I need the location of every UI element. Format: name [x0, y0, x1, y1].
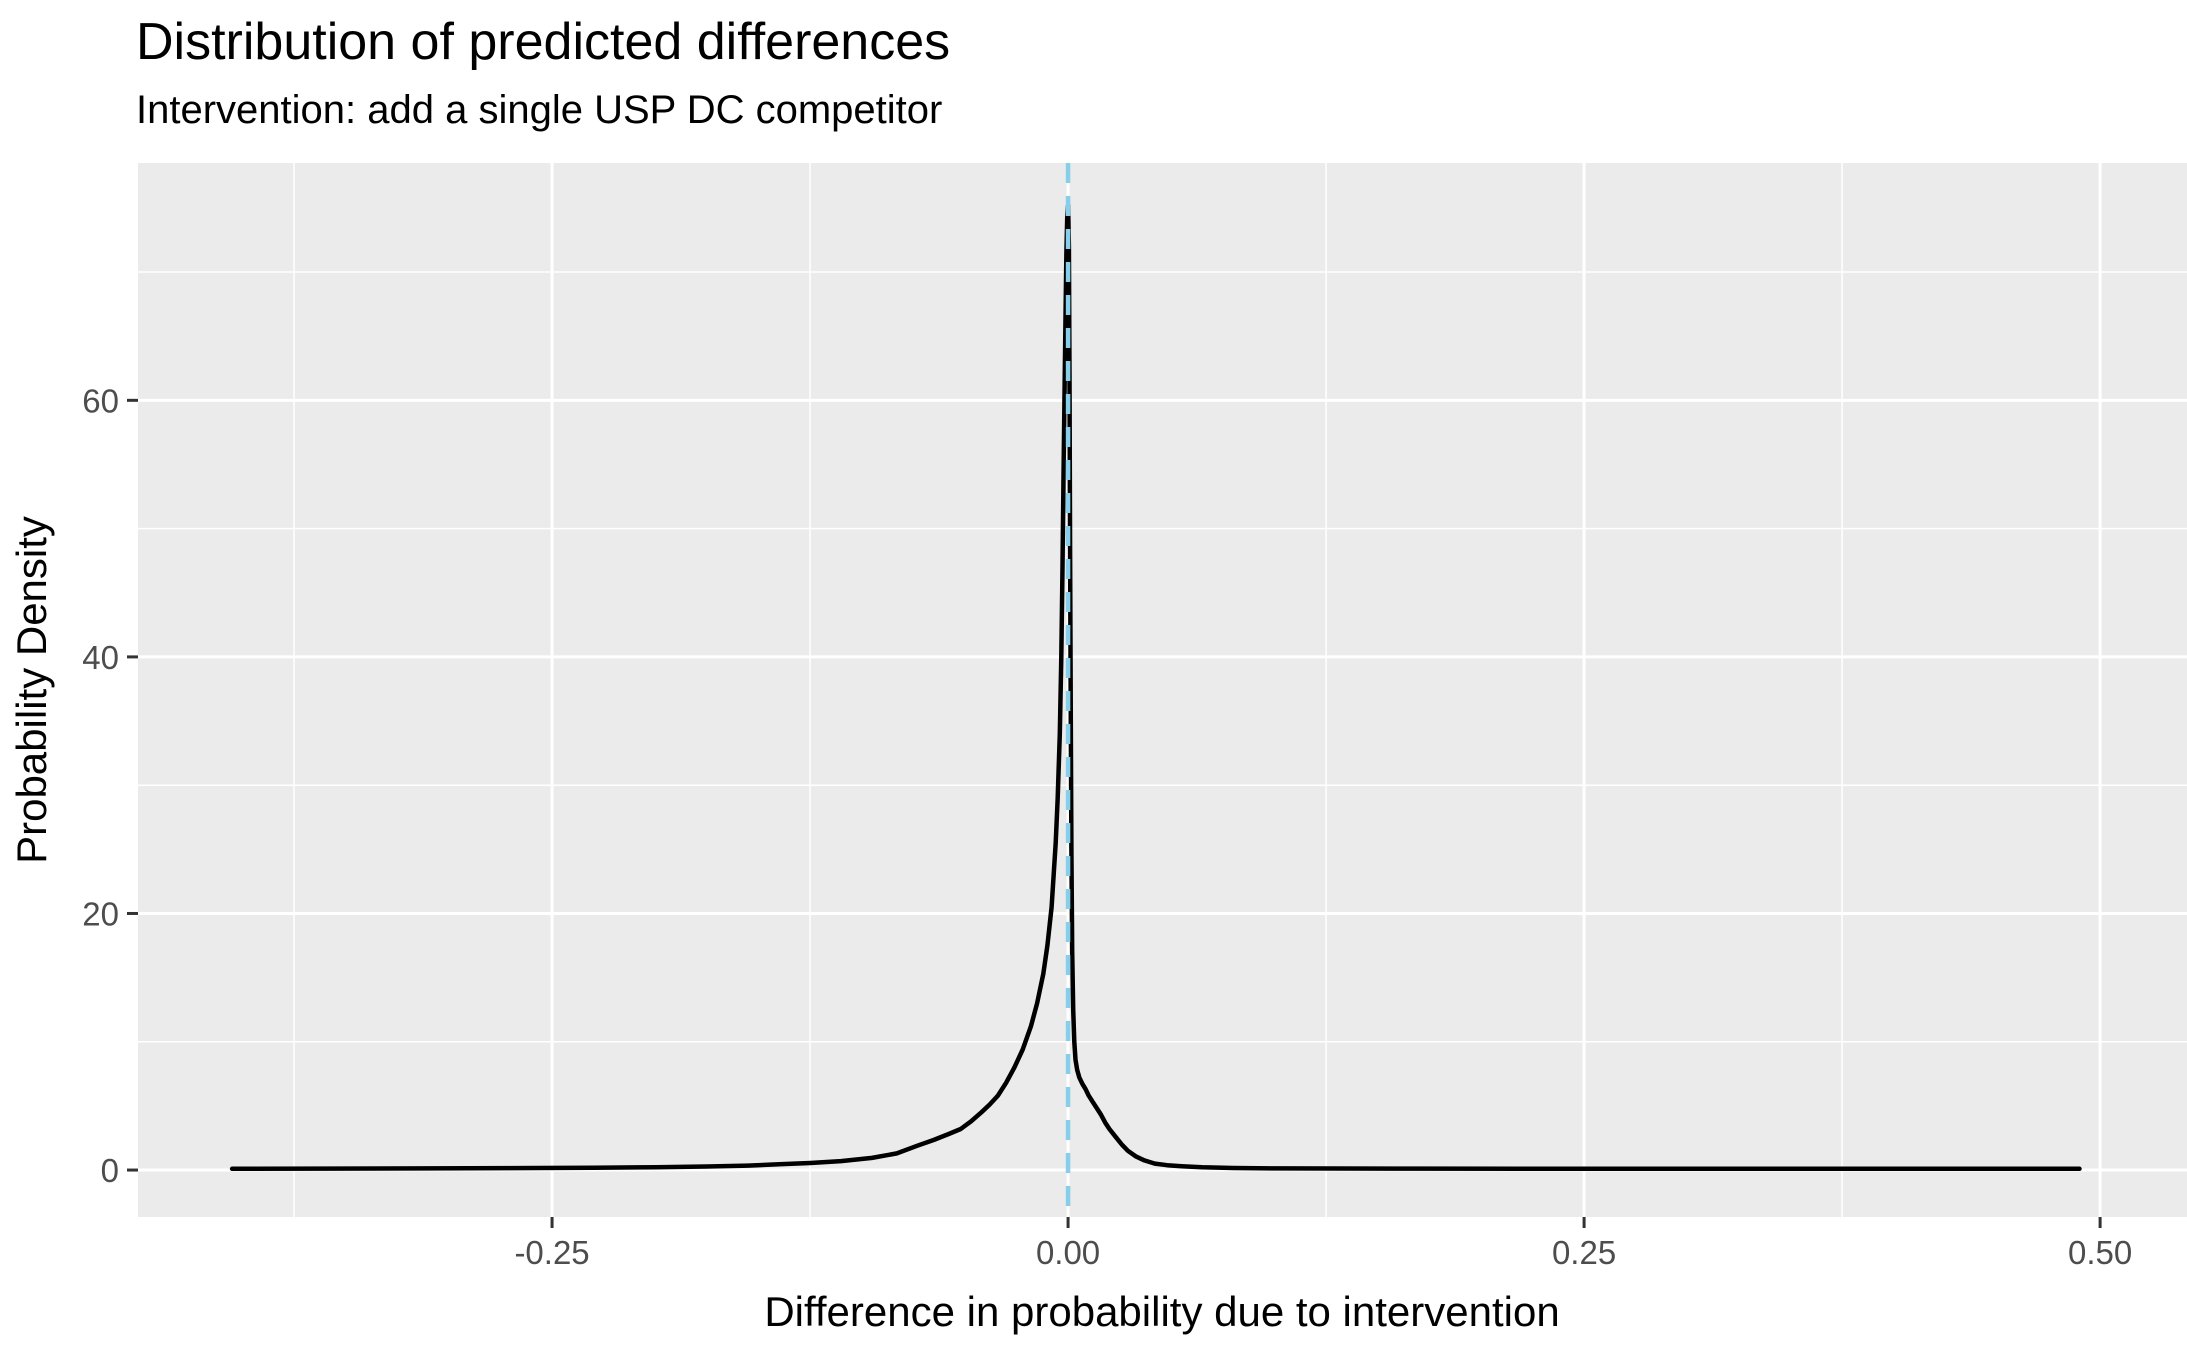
plot-subtitle: Intervention: add a single USP DC compet… [136, 88, 943, 132]
plot-title: Distribution of predicted differences [136, 13, 951, 71]
y-axis-title: Probability Density [8, 516, 55, 864]
y-tick-label: 0 [101, 1152, 119, 1189]
y-axis-tick-labels: 0 20 40 60 [82, 382, 119, 1189]
minor-gridlines [138, 163, 2187, 1217]
x-tick-label: 0.00 [1036, 1234, 1100, 1271]
x-axis-tick-labels: -0.25 0.00 0.25 0.50 [514, 1234, 2132, 1271]
y-tick-label: 20 [82, 895, 119, 932]
y-tick-label: 40 [82, 639, 119, 676]
y-tick-label: 60 [82, 382, 119, 419]
x-tick-label: -0.25 [514, 1234, 589, 1271]
x-tick-label: 0.50 [2068, 1234, 2132, 1271]
x-tick-label: 0.25 [1552, 1234, 1616, 1271]
panel-background [138, 163, 2187, 1217]
axis-tick-marks [127, 398, 2102, 1228]
density-curve [229, 203, 2082, 1172]
x-axis-title: Difference in probability due to interve… [764, 1288, 1559, 1335]
